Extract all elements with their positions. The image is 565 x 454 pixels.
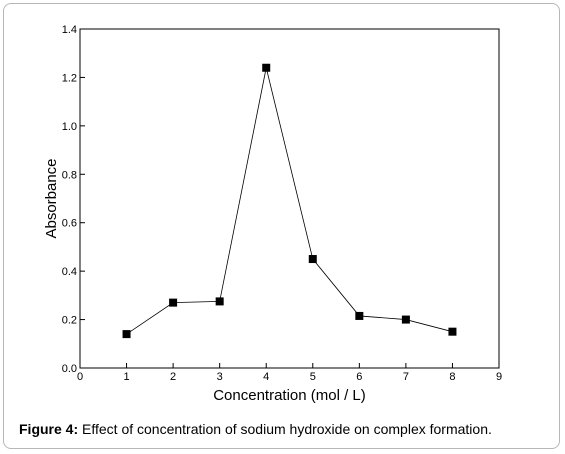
data-point	[169, 298, 178, 307]
y-axis-label: Absorbance	[43, 158, 60, 238]
y-tick-label: 0.4	[62, 266, 77, 278]
x-tick-label: 4	[263, 371, 269, 383]
x-tick-label: 1	[123, 371, 129, 383]
x-tick-label: 3	[217, 371, 223, 383]
data-point	[215, 297, 224, 306]
caption-label: Figure 4:	[19, 421, 79, 437]
series-line	[126, 67, 453, 335]
data-point	[262, 63, 271, 72]
y-tick-label: 1.2	[62, 72, 77, 84]
x-tick-label: 0	[77, 371, 83, 383]
y-tick-label: 1.0	[62, 121, 77, 133]
figure-frame	[3, 3, 560, 449]
data-point	[401, 315, 410, 324]
x-tick-label: 6	[356, 371, 362, 383]
x-tick-label: 2	[170, 371, 176, 383]
y-tick-label: 0.0	[62, 363, 77, 375]
y-tick-label: 0.8	[62, 169, 77, 181]
y-tick-label: 1.4	[62, 24, 77, 36]
data-point	[308, 255, 317, 264]
figure-caption: Figure 4: Effect of concentration of sod…	[19, 421, 549, 437]
y-tick-label: 0.2	[62, 315, 77, 327]
caption-text: Effect of concentration of sodium hydrox…	[78, 421, 492, 437]
data-point	[122, 330, 131, 339]
x-tick-label: 9	[496, 371, 502, 383]
x-tick-label: 5	[310, 371, 316, 383]
data-point	[355, 311, 364, 320]
x-tick-label: 7	[403, 371, 409, 383]
data-point	[448, 327, 457, 336]
y-tick-label: 0.6	[62, 218, 77, 230]
plot-area	[79, 28, 500, 369]
x-tick-label: 8	[449, 371, 455, 383]
x-axis-label: Concentration (mol / L)	[213, 387, 366, 404]
